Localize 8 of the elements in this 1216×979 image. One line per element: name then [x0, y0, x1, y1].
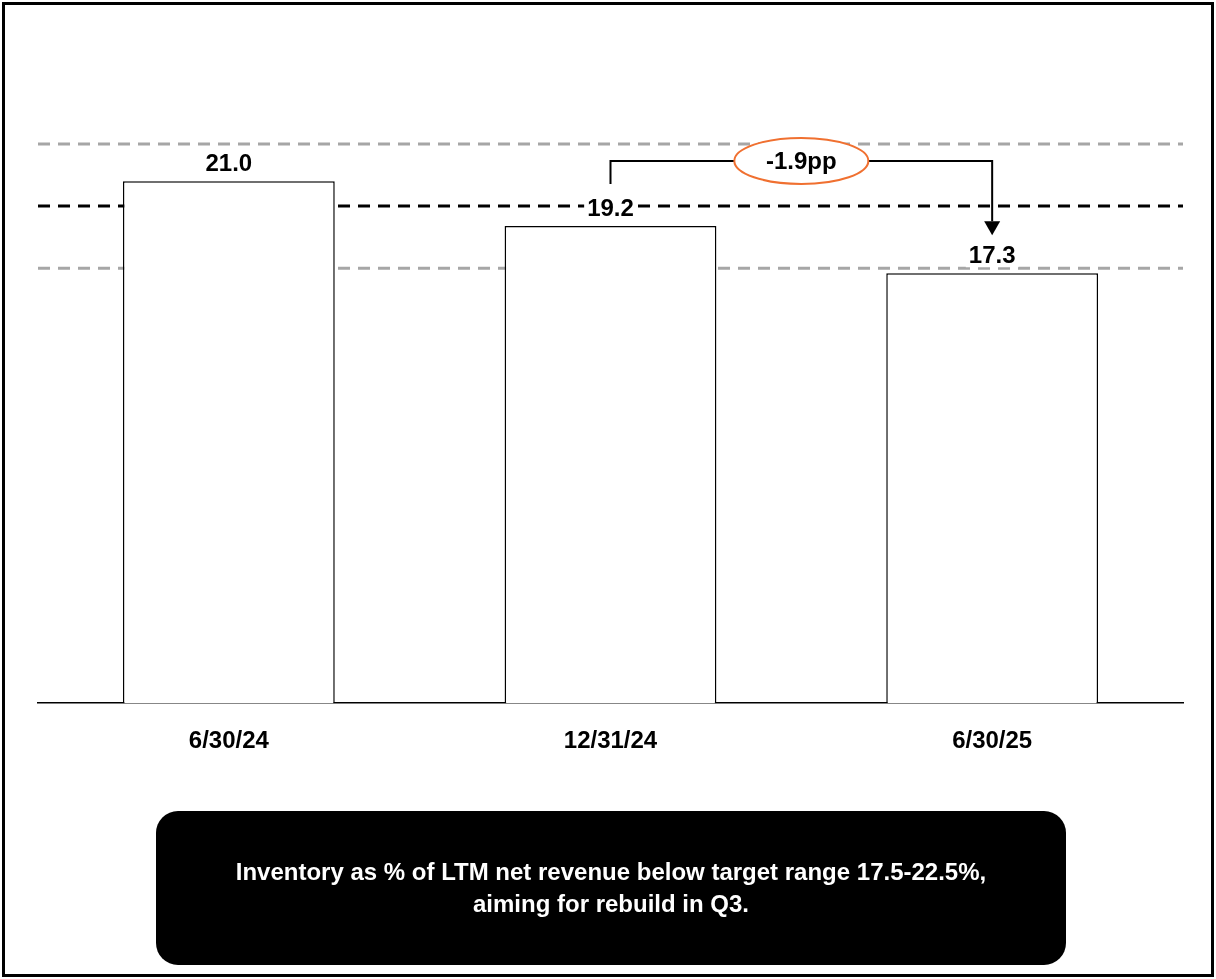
- text: Inventory as % of LTM net revenue below target range 17.5-22.5%, aiming for rebuild in Q3.: [156, 811, 1066, 965]
- data-label: 21.0: [205, 148, 253, 176]
- x-tick-label: 12/31/24: [563, 726, 658, 754]
- text: -1.9pp: [765, 146, 837, 174]
- x-tick-label: 6/30/24: [188, 726, 270, 754]
- x-tick-label: 6/30/25: [952, 726, 1033, 754]
- data-label: 17.3: [968, 240, 1016, 268]
- data-label: 19.2: [587, 193, 634, 221]
